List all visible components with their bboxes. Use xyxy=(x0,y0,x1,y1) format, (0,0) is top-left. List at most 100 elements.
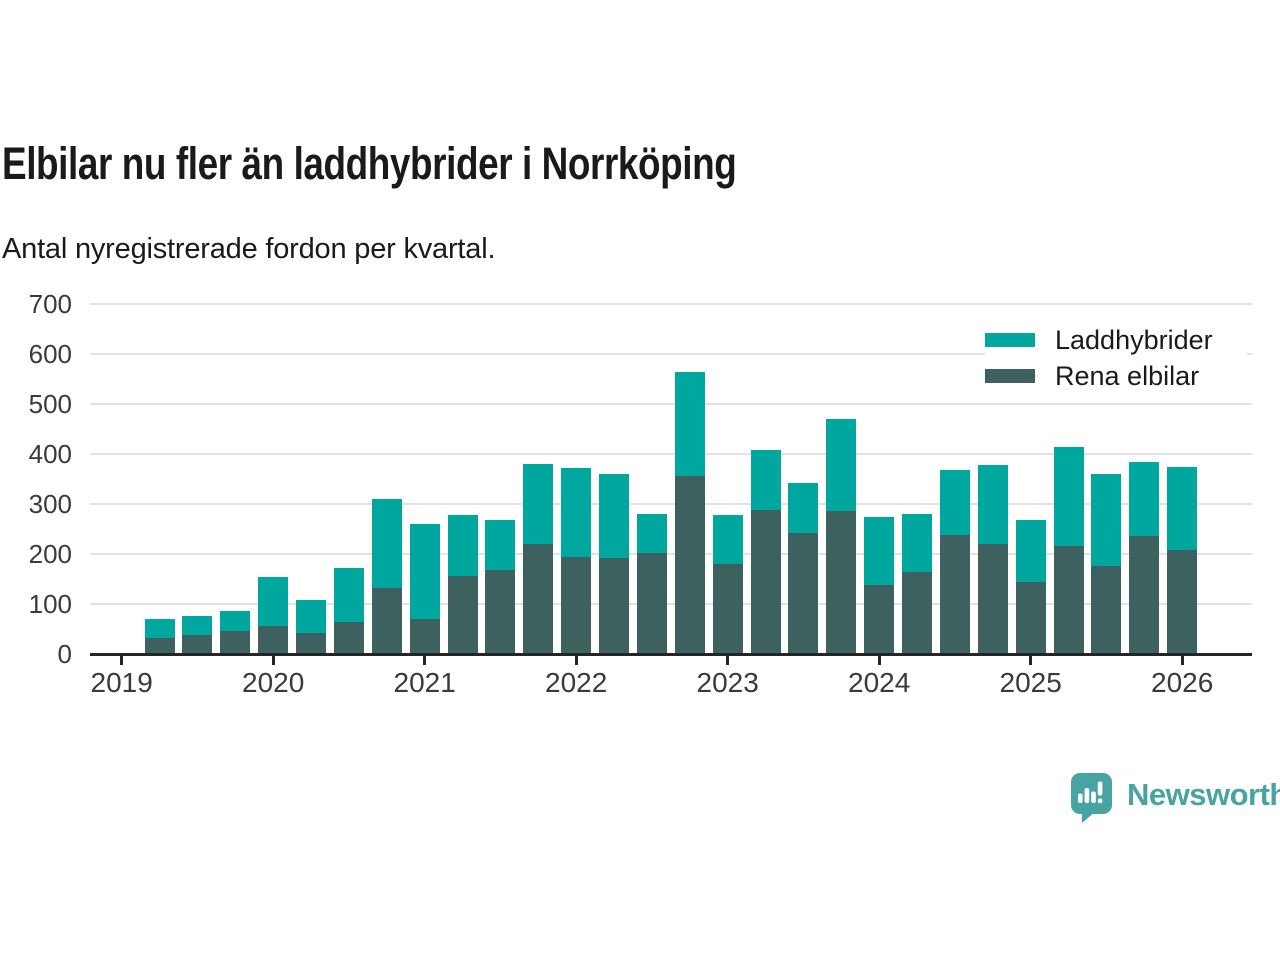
bar-segment-laddhybrider-2025-K2 xyxy=(1053,446,1084,546)
bar-segment-rena-elbilar-2022-K2 xyxy=(599,558,630,653)
bar-segment-rena-elbilar-2024-K1 xyxy=(864,585,895,653)
x-axis-label-2019: 2019 xyxy=(90,667,153,698)
bar-segment-rena-elbilar-2019-K3 xyxy=(182,634,213,653)
bar-segment-rena-elbilar-2020-K4 xyxy=(371,588,402,653)
bar-segment-laddhybrider-2020-K2 xyxy=(296,599,327,633)
bar-segment-rena-elbilar-2020-K2 xyxy=(296,632,327,653)
bar-segment-laddhybrider-2024-K2 xyxy=(902,514,933,572)
bar-segment-laddhybrider-2025-K3 xyxy=(1091,473,1122,567)
bar-segment-laddhybrider-2023-K4 xyxy=(826,418,857,511)
bar-segment-laddhybrider-2024-K4 xyxy=(977,464,1008,545)
brand-footer: Newsworthy xyxy=(1070,772,1280,826)
bar-segment-laddhybrider-2024-K3 xyxy=(939,469,970,536)
bar-segment-rena-elbilar-2021-K3 xyxy=(485,570,516,653)
bar-segment-rena-elbilar-2024-K3 xyxy=(939,535,970,653)
bar-segment-rena-elbilar-2025-K4 xyxy=(1129,536,1160,653)
x-axis-tick-2026 xyxy=(1180,655,1184,665)
y-axis-label: 0 xyxy=(57,639,72,669)
bar-segment-rena-elbilar-2021-K4 xyxy=(523,544,554,653)
gridline-100 xyxy=(90,602,1252,605)
bar-segment-rena-elbilar-2025-K2 xyxy=(1053,545,1084,653)
bar-segment-rena-elbilar-2020-K1 xyxy=(258,626,289,653)
x-axis-label-2026: 2026 xyxy=(1151,667,1214,698)
gridline-400 xyxy=(90,452,1252,455)
bar-segment-laddhybrider-2022-K1 xyxy=(561,468,592,558)
legend-swatch-laddhybrider xyxy=(985,333,1035,347)
bar-segment-rena-elbilar-2023-K2 xyxy=(750,510,781,653)
bar-segment-laddhybrider-2021-K2 xyxy=(447,515,478,576)
legend-label: Rena elbilar xyxy=(1055,360,1200,391)
bar-segment-rena-elbilar-2022-K1 xyxy=(561,557,592,653)
x-axis-label-2023: 2023 xyxy=(696,667,759,698)
bar-segment-laddhybrider-2022-K3 xyxy=(636,513,667,554)
x-axis-tick-2025 xyxy=(1029,655,1033,665)
gridline-300 xyxy=(90,502,1252,505)
gridline-500 xyxy=(90,402,1252,405)
x-axis-label-2020: 2020 xyxy=(242,667,305,698)
legend-item-laddhybrider: Laddhybrider xyxy=(985,322,1247,358)
brand-name: Newsworthy xyxy=(1127,777,1280,812)
bar-segment-laddhybrider-2021-K1 xyxy=(409,524,440,619)
x-axis-tick-2022 xyxy=(574,655,578,665)
legend-item-rena-elbilar: Rena elbilar xyxy=(985,358,1247,394)
bar-segment-rena-elbilar-2025-K3 xyxy=(1091,566,1122,653)
gridline-600 xyxy=(90,352,1252,355)
y-axis-label: 700 xyxy=(28,288,72,319)
gridline-700 xyxy=(90,302,1252,305)
bar-segment-laddhybrider-2020-K1 xyxy=(258,576,289,627)
gridline-200 xyxy=(90,552,1252,555)
bar-segment-laddhybrider-2025-K4 xyxy=(1129,461,1160,537)
bar-segment-laddhybrider-2020-K3 xyxy=(333,568,364,623)
x-axis-label-2022: 2022 xyxy=(545,667,608,698)
y-axis-label: 100 xyxy=(28,588,72,619)
x-axis-tick-2024 xyxy=(877,655,881,665)
legend: Laddhybrider Rena elbilar xyxy=(985,320,1247,396)
x-axis-tick-2023 xyxy=(726,655,730,665)
bar-segment-rena-elbilar-2023-K3 xyxy=(788,533,819,653)
bar-segment-laddhybrider-2023-K2 xyxy=(750,449,781,511)
bar-segment-rena-elbilar-2024-K2 xyxy=(902,571,933,653)
bar-segment-laddhybrider-2021-K3 xyxy=(485,520,516,571)
x-axis-tick-2019 xyxy=(120,655,124,665)
bar-segment-laddhybrider-2026-K1 xyxy=(1167,466,1198,550)
bar-segment-rena-elbilar-2022-K3 xyxy=(636,553,667,653)
bar-segment-laddhybrider-2023-K3 xyxy=(788,482,819,534)
bar-segment-rena-elbilar-2020-K3 xyxy=(333,622,364,653)
x-axis-label-2024: 2024 xyxy=(848,667,911,698)
bar-segment-rena-elbilar-2024-K4 xyxy=(977,544,1008,653)
bar-segment-rena-elbilar-2019-K2 xyxy=(144,637,175,653)
bar-segment-rena-elbilar-2023-K4 xyxy=(826,510,857,653)
bar-segment-rena-elbilar-2022-K4 xyxy=(674,476,705,653)
x-axis-tick-2020 xyxy=(271,655,275,665)
bar-segment-laddhybrider-2021-K4 xyxy=(523,463,554,545)
bar-segment-rena-elbilar-2026-K1 xyxy=(1167,549,1198,653)
bar-segment-rena-elbilar-2023-K1 xyxy=(712,563,743,653)
y-axis-label: 500 xyxy=(28,388,72,419)
x-axis-line xyxy=(90,652,1252,656)
bar-segment-laddhybrider-2022-K2 xyxy=(599,474,630,559)
bar-segment-laddhybrider-2024-K1 xyxy=(864,517,895,586)
bar-segment-rena-elbilar-2025-K1 xyxy=(1015,581,1046,653)
bar-segment-laddhybrider-2020-K4 xyxy=(371,499,402,589)
x-axis-label-2021: 2021 xyxy=(393,667,456,698)
y-axis-label: 400 xyxy=(28,438,72,469)
bar-segment-rena-elbilar-2021-K1 xyxy=(409,618,440,653)
newsworthy-logo-icon xyxy=(1071,773,1112,823)
legend-label: Laddhybrider xyxy=(1055,324,1213,355)
bar-segment-laddhybrider-2023-K1 xyxy=(712,514,743,564)
bar-segment-laddhybrider-2019-K2 xyxy=(144,618,175,638)
x-axis-tick-2021 xyxy=(423,655,427,665)
chart-title: Elbilar nu fler än laddhybrider i Norrkö… xyxy=(2,138,737,189)
chart-subtitle: Antal nyregistrerade fordon per kvartal. xyxy=(2,233,496,265)
bar-segment-laddhybrider-2025-K1 xyxy=(1015,520,1046,582)
y-axis-label: 200 xyxy=(28,538,72,569)
y-axis-label: 600 xyxy=(28,338,72,369)
x-axis-label-2025: 2025 xyxy=(999,667,1062,698)
bar-segment-rena-elbilar-2019-K4 xyxy=(220,631,251,653)
bar-segment-laddhybrider-2022-K4 xyxy=(674,371,705,477)
bar-segment-laddhybrider-2019-K4 xyxy=(220,610,251,632)
bar-segment-laddhybrider-2019-K3 xyxy=(182,615,213,635)
legend-swatch-rena-elbilar xyxy=(985,369,1035,383)
